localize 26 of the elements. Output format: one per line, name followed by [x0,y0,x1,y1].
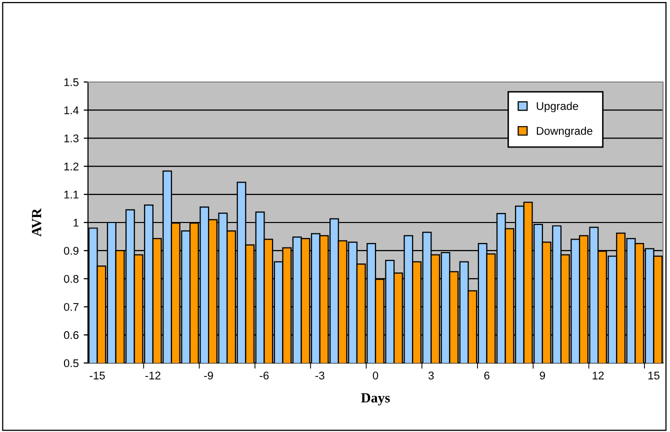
y-tick-label: 1.3 [64,134,78,142]
y-tick-label: 1.1 [64,190,78,198]
x-tick-label: 12 [592,372,604,380]
legend-label: Downgrade [536,126,592,138]
x-tick-label: 0 [372,372,378,380]
x-tick-label: 6 [484,372,490,380]
y-tick-label: 1 [74,218,78,227]
y-tick-label: 0.5 [64,359,79,368]
x-tick-label: 15 [648,372,660,380]
y-tick-label: 0.9 [64,246,78,255]
x-tick-label: -9 [204,372,213,380]
legend-label: Upgrade [536,102,578,112]
x-axis-title: Days [361,393,390,406]
y-tick-label: 1.2 [64,162,78,170]
x-tick-label: 3 [428,372,434,380]
y-tick-label: 1.4 [64,106,79,114]
x-tick-label: -15 [90,372,105,380]
y-axis-title: AVR [32,208,42,237]
x-tick-label: -3 [315,372,324,380]
x-tick-label: -12 [145,372,160,380]
x-tick-label: -6 [260,372,269,380]
y-tick-label: 0.8 [64,274,78,283]
y-tick-label: 0.7 [64,303,78,311]
x-tick-label: 9 [540,372,545,380]
y-tick-label: 0.6 [64,331,78,340]
y-tick-label: 1.5 [64,78,79,86]
